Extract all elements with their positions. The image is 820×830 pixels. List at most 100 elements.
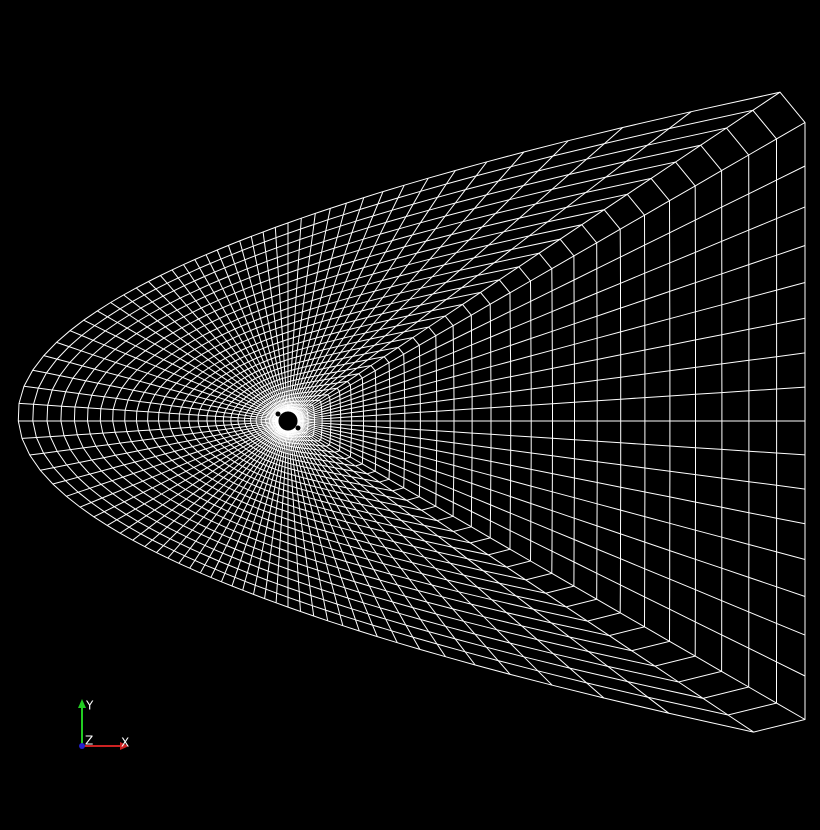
mesh-line (297, 245, 806, 419)
mesh-line (171, 269, 283, 414)
mesh-line (227, 245, 286, 412)
mesh-line (32, 369, 279, 420)
mesh-line (189, 429, 283, 569)
mesh-line (156, 427, 282, 553)
mesh-line (132, 426, 281, 541)
mesh-line (274, 227, 288, 411)
mesh-line (119, 426, 280, 534)
mesh-line (288, 430, 315, 617)
cylinder (295, 425, 301, 431)
mesh-line (220, 430, 285, 582)
mesh-line (262, 231, 288, 412)
mesh-line (289, 208, 331, 412)
mesh-line (83, 319, 280, 418)
mesh-line (123, 294, 281, 416)
cylinder (275, 411, 281, 417)
mesh-line (297, 423, 806, 560)
mesh-line (93, 424, 280, 518)
mesh-line (66, 423, 279, 497)
mesh-line (288, 218, 302, 411)
mesh-line (18, 402, 278, 421)
mesh-line (52, 423, 279, 485)
mesh-line (296, 426, 754, 733)
mesh-line (291, 430, 378, 637)
mesh-line (183, 264, 283, 413)
mesh-line (239, 240, 286, 412)
mesh-line (296, 206, 806, 418)
mesh-line (290, 430, 360, 632)
mesh-line (43, 355, 279, 419)
mesh-line (110, 302, 280, 416)
mesh-line (297, 421, 806, 490)
mesh-line (264, 430, 288, 599)
mesh-line (296, 424, 806, 636)
mesh-line (250, 236, 287, 412)
mesh-line (275, 431, 288, 603)
axes-triad: Y Z X (78, 699, 129, 750)
mesh-line (160, 275, 282, 414)
y-label: Y (85, 699, 94, 713)
mesh-line (199, 429, 284, 574)
mesh-line (148, 281, 282, 415)
mesh-line (106, 425, 280, 526)
mesh-line (293, 170, 456, 413)
mesh-line (253, 430, 287, 595)
mesh-line (288, 213, 316, 412)
mesh-line (297, 317, 806, 420)
mesh-line (23, 385, 279, 421)
mesh-line (292, 429, 421, 650)
mesh-line (296, 165, 806, 418)
mesh-line (297, 352, 806, 421)
mesh-line (295, 111, 692, 416)
mesh-line (56, 341, 279, 419)
mesh-line (242, 430, 286, 591)
mesh-line (293, 161, 488, 414)
y-arrow (78, 699, 86, 708)
mesh-line (79, 424, 279, 508)
mesh-line (295, 426, 670, 714)
mesh-line (294, 151, 525, 414)
mesh-line (205, 254, 285, 413)
mesh-line (135, 287, 281, 415)
mesh-line (297, 386, 806, 421)
mesh-line (21, 421, 278, 439)
mesh (17, 91, 806, 733)
mesh-line (216, 249, 285, 412)
mesh-line (291, 184, 405, 413)
mesh-line (288, 431, 301, 612)
mesh-line (294, 427, 553, 686)
mesh-line (289, 430, 329, 621)
mesh-line (296, 425, 806, 720)
mesh-line (290, 430, 344, 626)
mesh-line (167, 428, 282, 559)
mesh-line (97, 310, 280, 417)
mesh-line (292, 177, 429, 413)
mesh-line (295, 427, 605, 699)
mesh-line (297, 421, 806, 456)
mesh-line (144, 427, 281, 547)
mesh-line (178, 428, 283, 564)
z-label: Z (85, 734, 93, 748)
mesh-line (40, 422, 279, 471)
mesh-line (294, 140, 569, 415)
mesh-line (291, 191, 384, 412)
z-axis (79, 743, 85, 749)
mesh-line (290, 202, 347, 412)
mesh-line (69, 330, 279, 418)
mesh-line (296, 122, 806, 417)
x-arrow (120, 742, 129, 750)
x-label: X (121, 736, 129, 750)
mesh-line (231, 430, 286, 587)
mesh-line (294, 428, 511, 675)
mesh-line (210, 429, 285, 578)
mesh-line (297, 422, 806, 525)
mesh-line (295, 127, 624, 415)
mesh-line (297, 423, 806, 597)
mesh-line (296, 91, 781, 416)
mesh-line (290, 197, 365, 412)
mesh-line (297, 282, 806, 419)
mesh-line (194, 259, 284, 413)
